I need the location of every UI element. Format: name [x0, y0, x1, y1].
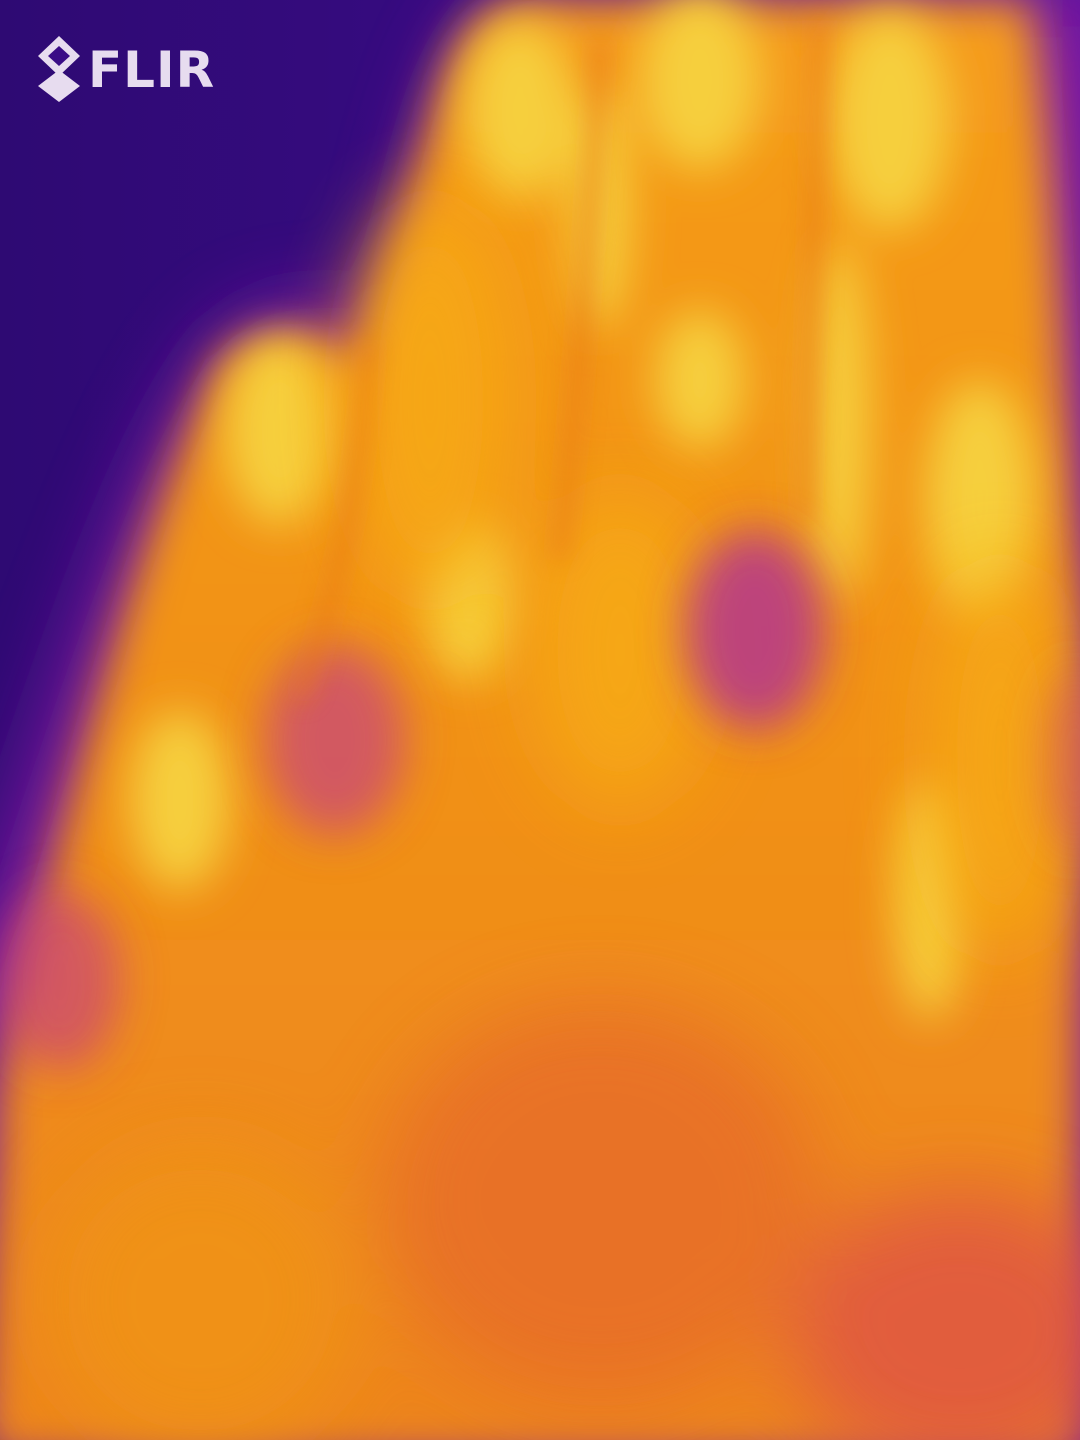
- brand-name: FLIR: [88, 41, 216, 99]
- finger-highlights: [130, 0, 1035, 1020]
- knuckle-cool-spot-right: [685, 530, 825, 730]
- ring-finger-tip: [465, 20, 575, 200]
- flir-logo: FLIR: [36, 36, 215, 102]
- middle-finger-tip: [640, 0, 760, 170]
- index-finger-tip: [830, 10, 950, 230]
- little-finger-tip: [225, 335, 335, 525]
- flir-diamond-icon: [38, 36, 80, 102]
- knuckle-cool-spot-left: [265, 645, 405, 835]
- logo-diamond-bottom: [38, 70, 80, 102]
